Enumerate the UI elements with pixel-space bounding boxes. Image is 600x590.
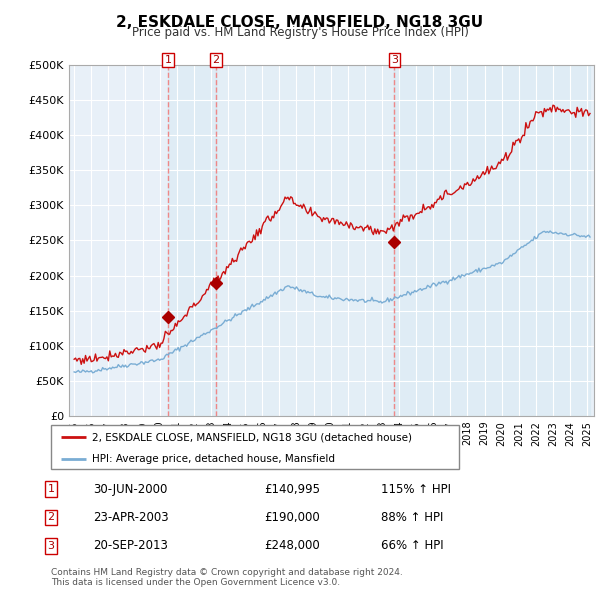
Bar [216,65,394,416]
Text: Contains HM Land Registry data © Crown copyright and database right 2024.
This d: Contains HM Land Registry data © Crown c… [51,568,403,587]
Text: 20-SEP-2013: 20-SEP-2013 [93,539,168,552]
Bar [168,65,216,416]
Text: 3: 3 [391,55,398,65]
Text: 2, ESKDALE CLOSE, MANSFIELD, NG18 3GU (detached house): 2, ESKDALE CLOSE, MANSFIELD, NG18 3GU (d… [92,432,412,442]
FancyBboxPatch shape [51,425,459,469]
Text: 3: 3 [47,541,55,550]
Bar [394,65,590,416]
Text: 30-JUN-2000: 30-JUN-2000 [93,483,167,496]
Text: HPI: Average price, detached house, Mansfield: HPI: Average price, detached house, Mans… [92,454,335,464]
Text: 1: 1 [47,484,55,494]
Text: 1: 1 [164,55,172,65]
Text: 23-APR-2003: 23-APR-2003 [93,511,169,524]
Text: £248,000: £248,000 [264,539,320,552]
Text: 66% ↑ HPI: 66% ↑ HPI [381,539,443,552]
Text: £140,995: £140,995 [264,483,320,496]
Text: 2: 2 [47,513,55,522]
Text: £190,000: £190,000 [264,511,320,524]
Text: Price paid vs. HM Land Registry's House Price Index (HPI): Price paid vs. HM Land Registry's House … [131,26,469,39]
Text: 115% ↑ HPI: 115% ↑ HPI [381,483,451,496]
Text: 2: 2 [212,55,220,65]
Text: 2, ESKDALE CLOSE, MANSFIELD, NG18 3GU: 2, ESKDALE CLOSE, MANSFIELD, NG18 3GU [116,15,484,30]
Text: 88% ↑ HPI: 88% ↑ HPI [381,511,443,524]
